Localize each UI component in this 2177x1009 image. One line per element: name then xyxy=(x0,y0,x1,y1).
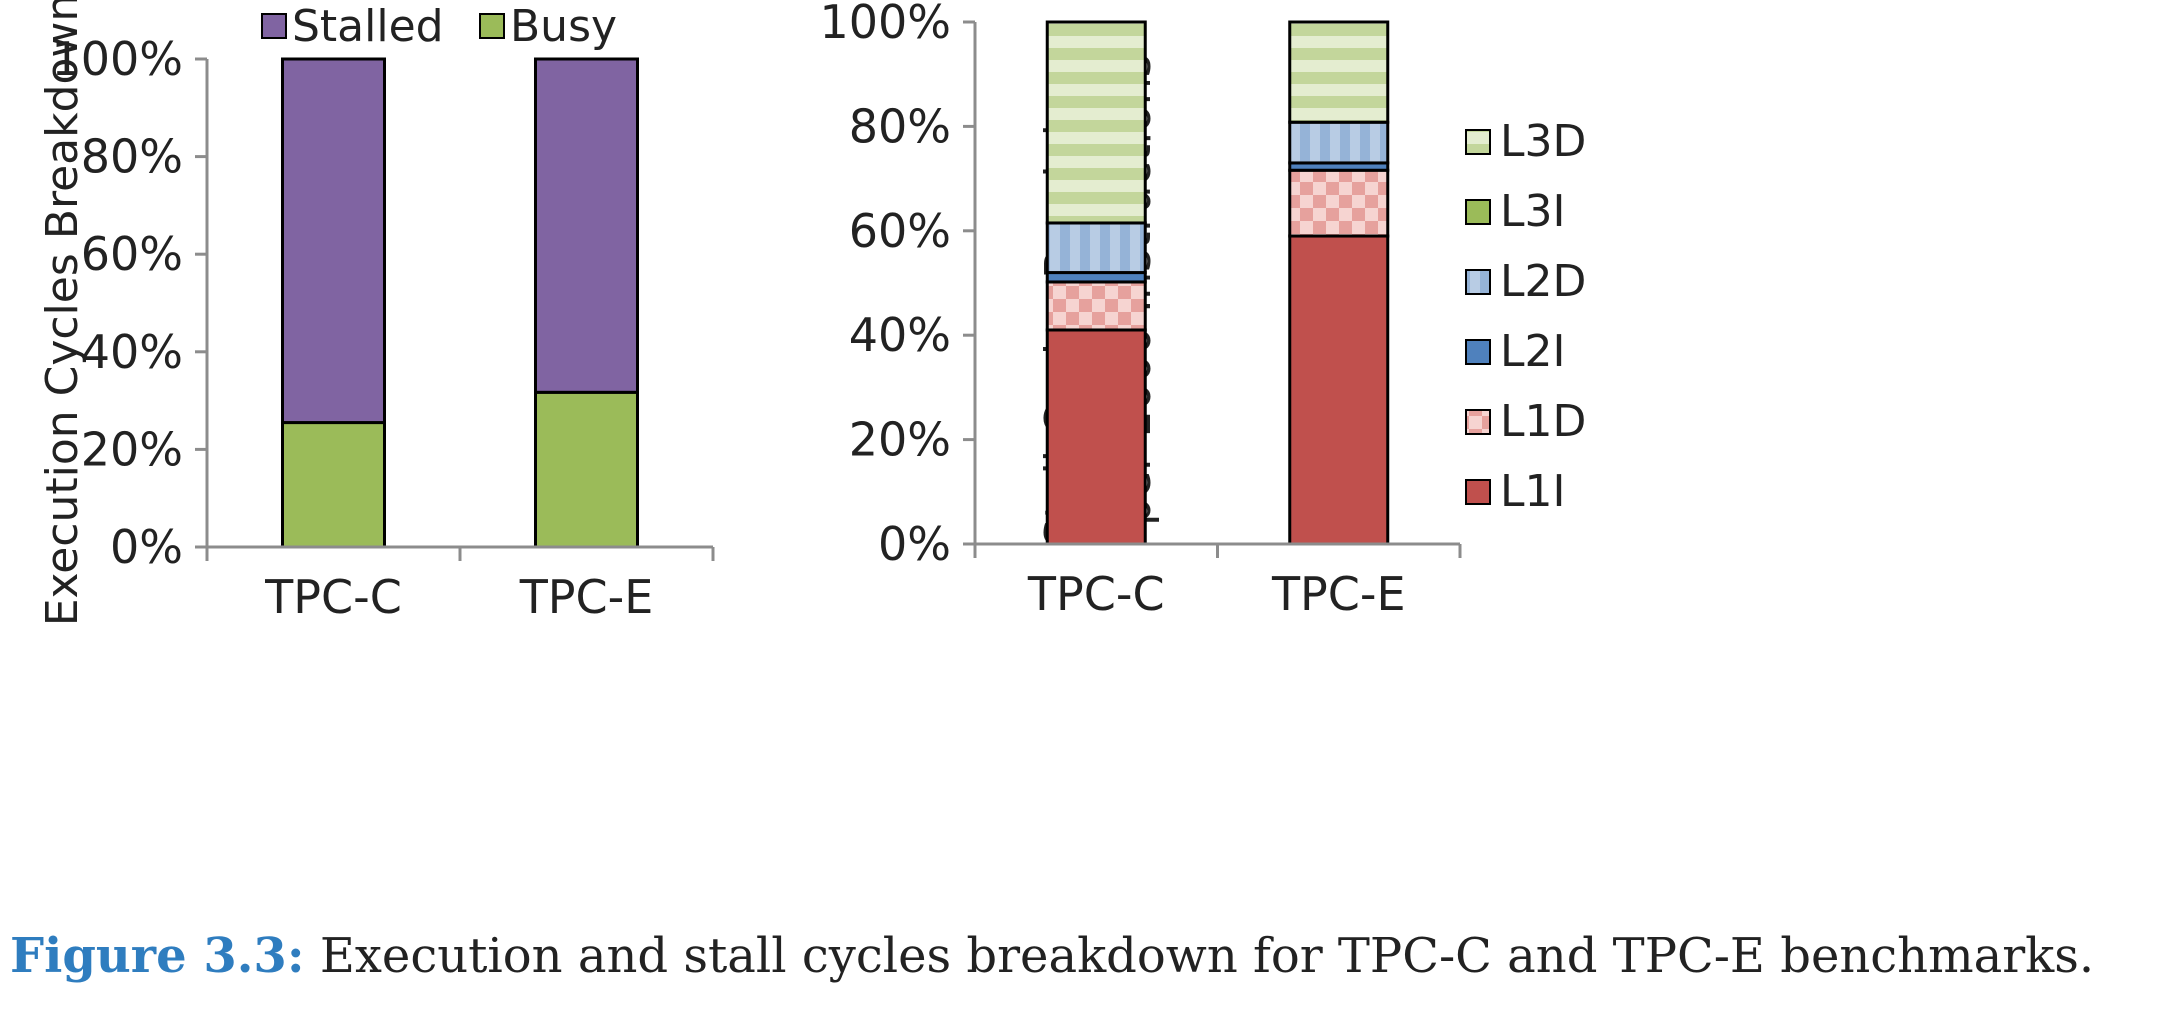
left-y-tick-label: 0% xyxy=(110,520,183,574)
left-bar-tpc-e-stalled xyxy=(534,57,639,394)
right-legend-label-l1d: L1D xyxy=(1500,396,1586,447)
execution-cycles-chart: Execution Cycles Breakdown Stalled Busy 0… xyxy=(37,0,715,626)
left-y-tick-label: 20% xyxy=(81,422,183,476)
right-bar-tpc-c-l1i xyxy=(1045,328,1147,546)
figure-caption: Figure 3.3: Execution and stall cycles b… xyxy=(10,928,2160,984)
right-legend-label-l2i: L2I xyxy=(1500,326,1565,377)
right-y-tick-label: 40% xyxy=(849,308,951,362)
right-legend-swatch-l3d xyxy=(1465,129,1491,155)
right-y-tick-label: 100% xyxy=(819,0,951,49)
left-axes: 0% 20% 40% 60% 80% 100% TPC-C TPC-E xyxy=(51,32,715,624)
left-bars xyxy=(281,57,639,549)
right-legend-swatch-l3i xyxy=(1465,199,1491,225)
right-legend-label-l3i: L3I xyxy=(1500,186,1565,237)
right-bar-tpc-c-l1d xyxy=(1045,280,1147,332)
left-y-axis-title: Execution Cycles Breakdown xyxy=(37,0,88,626)
right-legend-swatch-l1i xyxy=(1465,479,1491,505)
left-legend-label-busy: Busy xyxy=(510,1,617,52)
left-legend-swatch-busy xyxy=(479,13,505,39)
left-bar-tpc-c-busy xyxy=(281,421,386,549)
right-y-tick-label: 60% xyxy=(849,204,951,258)
right-legend-swatch-l1d xyxy=(1465,409,1491,435)
right-legend-label-l2d: L2D xyxy=(1500,256,1586,307)
right-bar-tpc-e-l1d xyxy=(1288,168,1390,238)
right-bar-tpc-c-l3d xyxy=(1045,20,1147,225)
right-legend-label-l1i: L1I xyxy=(1500,466,1565,517)
right-legend-swatch-l2d xyxy=(1465,269,1491,295)
right-x-tick-label-tpc-e: TPC-E xyxy=(1271,567,1406,621)
right-axes: 0% 20% 40% 60% 80% 100% TPC-C TPC-E xyxy=(819,0,1462,621)
right-bar-tpc-c-l2d xyxy=(1045,221,1147,275)
left-bar-tpc-c-stalled xyxy=(281,57,386,425)
stall-cycles-chart: Stall Cycles Breakdown per 1000 Instruct… xyxy=(819,0,1586,621)
left-legend-label-stalled: Stalled xyxy=(292,1,444,52)
left-bar-tpc-e-busy xyxy=(534,390,639,549)
left-y-tick-label: 100% xyxy=(51,32,183,86)
right-y-tick-label: 80% xyxy=(849,99,951,153)
right-bar-tpc-e-l2d xyxy=(1288,120,1390,165)
left-y-tick-label: 40% xyxy=(81,325,183,379)
left-x-tick-label-tpc-e: TPC-E xyxy=(519,570,654,624)
right-legend-swatch-l2i xyxy=(1465,339,1491,365)
right-bar-tpc-e-l3d xyxy=(1288,20,1390,124)
left-y-tick-label: 80% xyxy=(81,130,183,184)
left-y-tick-label: 60% xyxy=(81,227,183,281)
caption-text: Execution and stall cycles breakdown for… xyxy=(319,928,2095,984)
right-legend-label-l3d: L3D xyxy=(1500,116,1586,167)
caption-label: Figure 3.3: xyxy=(10,928,305,984)
right-x-tick-label-tpc-c: TPC-C xyxy=(1027,567,1165,621)
left-legend-swatch-stalled xyxy=(261,13,287,39)
left-x-tick-label-tpc-c: TPC-C xyxy=(264,570,402,624)
left-legend: Stalled Busy xyxy=(261,1,617,52)
right-bar-tpc-e-l1i xyxy=(1288,234,1390,546)
right-legend: L3D L3I L2D L2I L1D L1I xyxy=(1465,116,1586,517)
right-y-tick-label: 20% xyxy=(849,413,951,467)
right-y-tick-label: 0% xyxy=(878,517,951,571)
right-bars xyxy=(1045,20,1390,546)
